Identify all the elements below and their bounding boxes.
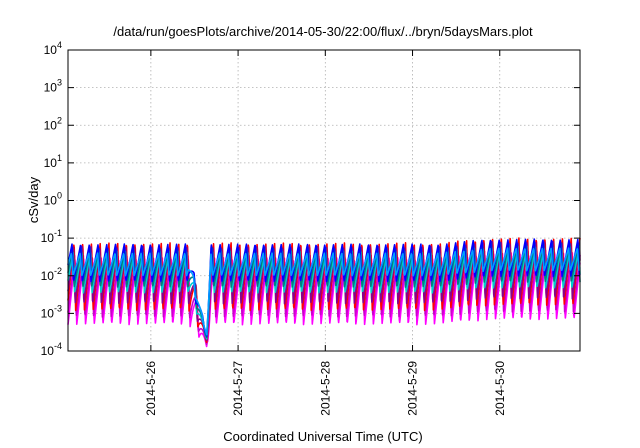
y-tick-labels: 10-4 10-3 10-2 10-1 100 101 102 103 104 — [41, 40, 62, 358]
x-tick-label: 2014-5-30 — [493, 361, 507, 416]
y-tick-label: 10-1 — [41, 228, 62, 245]
x-tick-label: 2014-5-29 — [406, 361, 420, 416]
series-line — [67, 245, 581, 340]
y-tick-label: 10-3 — [41, 303, 62, 320]
x-tick-label: 2014-5-27 — [231, 361, 245, 416]
y-tick-label: 100 — [44, 191, 62, 208]
y-tick-label: 102 — [44, 115, 62, 132]
y-tick-label: 104 — [44, 40, 62, 57]
y-axis-label: cSv/day — [26, 176, 41, 223]
x-tick-label: 2014-5-26 — [144, 361, 158, 416]
y-tick-label: 103 — [44, 78, 62, 95]
axis-ticks — [68, 49, 580, 352]
y-tick-label: 101 — [44, 153, 62, 170]
y-tick-label: 10-2 — [41, 266, 62, 283]
series-line — [67, 247, 581, 336]
x-axis-label: Coordinated Universal Time (UTC) — [223, 429, 422, 444]
data-series — [67, 237, 581, 348]
x-tick-labels: 2014-5-26 2014-5-27 2014-5-28 2014-5-29 2014… — [144, 361, 507, 416]
y-tick-label: 10-4 — [41, 341, 62, 358]
x-tick-label: 2014-5-28 — [318, 361, 332, 416]
chart-title: /data/run/goesPlots/archive/2014-05-30/2… — [113, 24, 533, 39]
